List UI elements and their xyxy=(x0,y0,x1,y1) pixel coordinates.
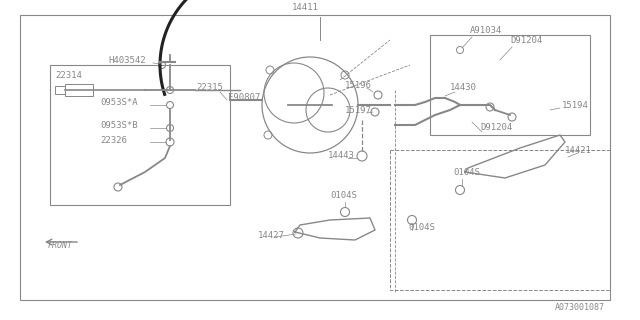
Text: 14421: 14421 xyxy=(565,146,592,155)
Text: 15194: 15194 xyxy=(562,101,589,110)
Text: FRONT: FRONT xyxy=(48,241,73,250)
Text: 14411: 14411 xyxy=(292,3,319,12)
Text: 14427: 14427 xyxy=(258,231,285,240)
Text: 22314: 22314 xyxy=(55,71,82,80)
Text: 0104S: 0104S xyxy=(453,168,480,177)
Bar xyxy=(50,65,230,205)
Bar xyxy=(55,86,65,94)
Text: 0953S*A: 0953S*A xyxy=(100,98,138,107)
Text: 15197: 15197 xyxy=(345,106,372,115)
Text: 0104S: 0104S xyxy=(330,191,357,200)
Bar xyxy=(430,35,590,135)
Text: 14443: 14443 xyxy=(328,151,355,160)
Bar xyxy=(20,15,610,300)
Text: 22315: 22315 xyxy=(196,83,223,92)
Text: A91034: A91034 xyxy=(470,26,502,35)
Text: A073001087: A073001087 xyxy=(555,303,605,312)
Text: D91204: D91204 xyxy=(510,36,542,45)
Text: 15196: 15196 xyxy=(345,81,372,90)
Text: 22326: 22326 xyxy=(100,136,127,145)
Text: 0104S: 0104S xyxy=(408,223,435,232)
Bar xyxy=(65,84,93,96)
Text: H403542: H403542 xyxy=(108,56,146,65)
Text: D91204: D91204 xyxy=(480,123,512,132)
Text: 14430: 14430 xyxy=(450,83,477,92)
Text: 0953S*B: 0953S*B xyxy=(100,121,138,130)
Text: F90807: F90807 xyxy=(228,93,260,102)
